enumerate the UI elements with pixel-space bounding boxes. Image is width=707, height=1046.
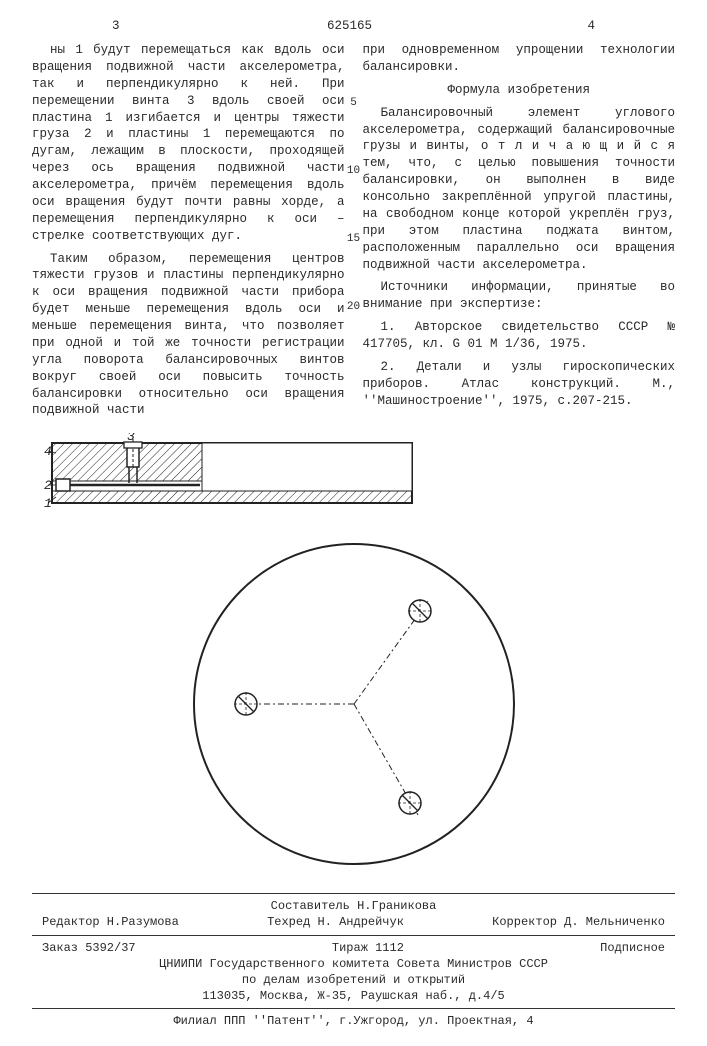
line-number: 5 [350, 96, 357, 111]
screw-icon [234, 692, 258, 716]
page-number-left: 3 [112, 18, 120, 35]
print-info-line: Заказ 5392/37 Тираж 1112 Подписное [32, 940, 675, 956]
compiler-line: Составитель Н.Граникова [32, 898, 675, 914]
screw-icon [408, 599, 432, 623]
label-3: 3 [127, 433, 135, 444]
left-para-1: ны 1 будут перемещаться как вдоль оси вр… [32, 42, 345, 245]
org-line-2: по делам изобретений и открытий [32, 972, 675, 988]
page-number-right: 4 [587, 18, 595, 35]
line-number: 20 [347, 300, 360, 315]
line-number: 10 [347, 164, 360, 179]
figure-plan-view [32, 529, 675, 879]
sources-lead: Источники информации, принятые во вниман… [363, 279, 676, 313]
line-number: 15 [347, 232, 360, 247]
order-number: Заказ 5392/37 [42, 940, 136, 956]
screw-icon [398, 791, 422, 815]
address-line: 113035, Москва, Ж-35, Раушская наб., д.4… [32, 988, 675, 1004]
editor-line: Редактор Н.Разумова Техред Н. Андрейчук … [32, 914, 675, 930]
text-columns: ны 1 будут перемещаться как вдоль оси вр… [32, 42, 675, 425]
reference-2: 2. Детали и узлы гироскопических приборо… [363, 359, 676, 410]
formula-title: Формула изобретения [363, 82, 676, 99]
corrector: Корректор Д. Мельниченко [492, 914, 665, 930]
label-2: 2 [44, 478, 52, 493]
left-para-2: Таким образом, перемещения центров тяжес… [32, 251, 345, 420]
imprint-block: Составитель Н.Граникова Редактор Н.Разум… [32, 893, 675, 1029]
page: 3 625165 4 ны 1 будут перемещаться как в… [0, 0, 707, 1046]
patent-number: 625165 [327, 18, 372, 35]
figure-section-view: 1 2 3 4 [32, 433, 675, 523]
right-para-2: Балансировочный элемент углового акселер… [363, 105, 676, 274]
org-line-1: ЦНИИПИ Государственного комитета Совета … [32, 956, 675, 972]
print-run: Тираж 1112 [332, 940, 404, 956]
label-1: 1 [44, 496, 52, 511]
subscription: Подписное [600, 940, 665, 956]
branch-line: Филиал ППП ''Патент'', г.Ужгород, ул. Пр… [32, 1013, 675, 1029]
right-column: при одновременном упрощении технологии б… [363, 42, 676, 425]
tech-editor: Техред Н. Андрейчук [267, 914, 404, 930]
plan-svg [174, 529, 534, 879]
left-column: ны 1 будут перемещаться как вдоль оси вр… [32, 42, 345, 425]
right-para-1: при одновременном упрощении технологии б… [363, 42, 676, 76]
reference-1: 1. Авторское свидетельство СССР № 417705… [363, 319, 676, 353]
editor: Редактор Н.Разумова [42, 914, 179, 930]
section-svg: 1 2 3 4 [32, 433, 432, 523]
page-header: 3 625165 4 [32, 18, 675, 38]
